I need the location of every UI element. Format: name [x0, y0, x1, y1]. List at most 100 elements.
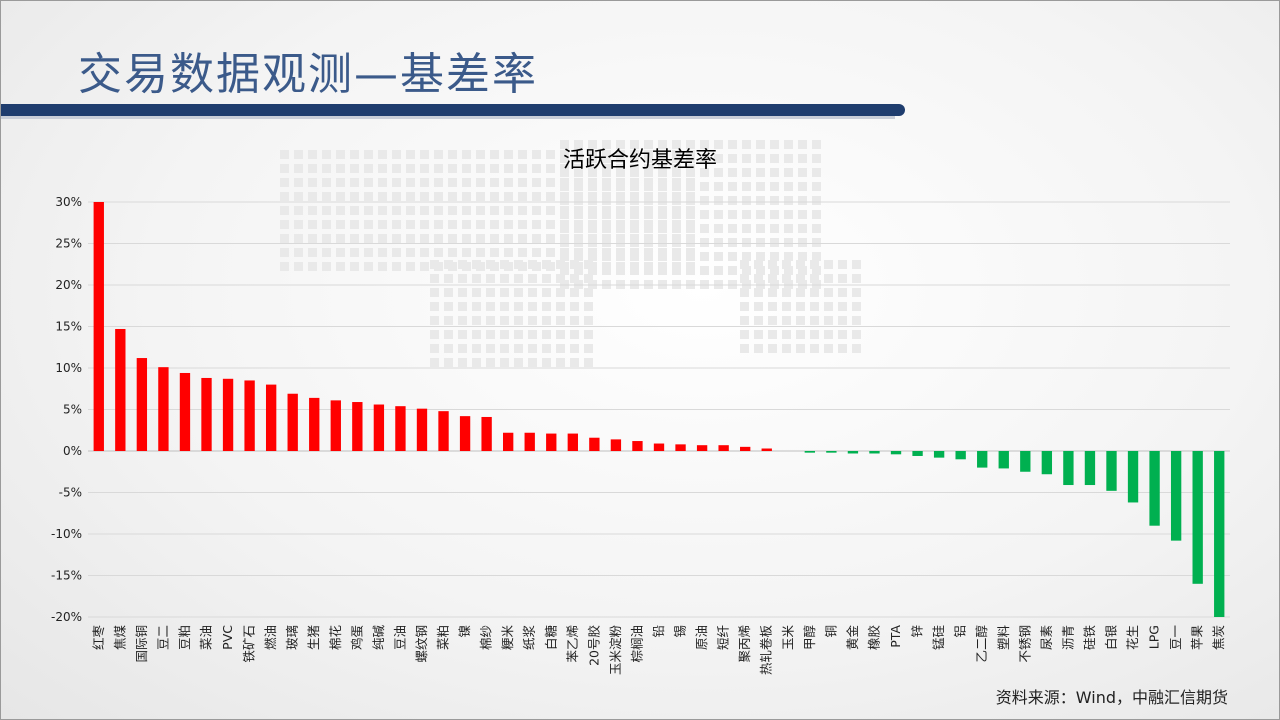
x-tick-label: 生猪: [306, 625, 321, 650]
bar-锌: [912, 451, 923, 456]
x-tick-label: PTA: [888, 625, 903, 648]
x-tick-label: LPG: [1147, 625, 1162, 649]
bar-豆粕: [179, 372, 191, 451]
bar-锡: [675, 444, 686, 451]
x-tick-label: 甲醇: [802, 625, 817, 650]
x-tick-label: 菜油: [199, 625, 214, 650]
x-tick-label: 尿素: [1039, 625, 1054, 650]
bar-棕榈油: [632, 441, 643, 451]
bar-棉纱: [481, 416, 492, 451]
y-tick-label: 15%: [55, 320, 82, 334]
x-tick-label: 20号胶: [586, 625, 601, 666]
bar-镍: [459, 416, 471, 451]
bar-铜: [826, 451, 837, 453]
y-tick-label: -10%: [51, 527, 82, 541]
source-note: 资料来源：Wind，中融汇信期货: [995, 688, 1228, 707]
bar-纯碱: [373, 404, 385, 451]
y-tick-label: 30%: [55, 195, 82, 209]
bar-PVC: [222, 378, 234, 451]
bar-硅铁: [1084, 451, 1096, 486]
bar-花生: [1127, 451, 1139, 503]
y-tick-label: 20%: [55, 278, 82, 292]
bar-玻璃: [287, 393, 298, 451]
x-tick-label: 镍: [457, 625, 472, 638]
x-tick-label: 棕榈油: [629, 625, 644, 663]
x-tick-label: 玉米: [780, 625, 795, 651]
bar-橡胶: [869, 451, 880, 454]
bar-铝: [955, 451, 966, 460]
bar-沥青: [1063, 451, 1074, 486]
bar-苹果: [1192, 451, 1203, 584]
x-tick-label: 不锈钢: [1017, 625, 1032, 663]
x-tick-label: 锌: [910, 625, 925, 638]
x-tick-label: 粳米: [500, 625, 515, 651]
x-tick-label: 锡: [673, 625, 688, 638]
bar-原油: [696, 445, 708, 451]
x-tick-label: 锰硅: [931, 625, 946, 650]
x-tick-label: 沥青: [1060, 625, 1075, 650]
bar-红枣: [93, 202, 104, 451]
bar-焦炭: [1214, 451, 1225, 617]
x-tick-label: 铜: [823, 625, 838, 638]
bar-白银: [1106, 451, 1117, 491]
x-tick-label: 豆一: [1168, 625, 1183, 650]
x-tick-label: 豆二: [155, 625, 170, 650]
bar-PTA: [890, 451, 902, 455]
x-tick-label: 苹果: [1190, 625, 1205, 651]
x-tick-label: PVC: [220, 625, 235, 650]
bar-国际铜: [136, 358, 148, 451]
x-axis-labels: 红枣 焦煤 国际铜 豆二 豆粕 菜油 PVC 铁矿石 燃油 玻璃 生猪 棉花 鸡蛋 纯碱 豆油 螺纹钢 菜粕镍棉…: [91, 625, 1226, 676]
bar-焦煤: [115, 328, 126, 451]
bar-甲醇: [804, 451, 816, 453]
x-tick-label: 白糖: [543, 625, 558, 651]
bar-乙二醇: [977, 451, 988, 468]
bar-尿素: [1041, 451, 1053, 475]
y-tick-label: 25%: [55, 237, 82, 251]
x-tick-label: 聚丙烯: [737, 625, 752, 663]
x-tick-label: 棉花: [328, 625, 343, 650]
x-tick-label: 玻璃: [285, 625, 300, 650]
x-tick-label: 铅: [651, 625, 666, 638]
x-tick-label: 菜粕: [436, 625, 451, 650]
x-tick-label: 焦煤: [112, 625, 127, 651]
x-tick-label: 焦炭: [1211, 625, 1226, 650]
title-underline-bar: [0, 104, 905, 116]
bar-豆油: [395, 406, 406, 451]
x-tick-label: 棉纱: [479, 625, 494, 650]
x-tick-label: 豆粕: [177, 625, 192, 650]
y-tick-label: 5%: [63, 403, 82, 417]
bar-热轧卷板: [761, 448, 772, 451]
x-tick-label: 红枣: [91, 625, 106, 651]
bar-豆二: [158, 367, 169, 451]
x-tick-label: 国际铜: [134, 625, 149, 663]
x-tick-label: 纯碱: [371, 625, 386, 651]
bar-黄金: [847, 451, 859, 454]
bar-苯乙烯: [567, 433, 578, 451]
bar-粳米: [502, 432, 514, 451]
x-tick-label: 黄金: [845, 625, 860, 651]
bar-菜油: [201, 377, 212, 451]
chart-title: 活跃合约基差率: [562, 148, 717, 173]
y-tick-label: -15%: [51, 569, 82, 583]
bar-纸浆: [524, 432, 535, 451]
bar-玉米淀粉: [610, 439, 622, 451]
bar-铁矿石: [244, 380, 255, 451]
x-tick-label: 硅铁: [1082, 625, 1097, 651]
chart-bars: [93, 202, 1225, 617]
x-tick-label: 螺纹钢: [414, 625, 429, 663]
y-axis-ticks: 30% 25% 20% 15% 10% 5% 0% -5% -10% -15% -20%: [51, 195, 82, 624]
x-tick-label: 铁矿石: [242, 625, 257, 663]
y-tick-label: 10%: [55, 361, 82, 375]
slide-title: 交易数据观测—基差率: [78, 49, 538, 100]
x-tick-label: 花生: [1125, 625, 1140, 650]
x-tick-label: 橡胶: [866, 625, 881, 650]
x-tick-label: 塑料: [996, 625, 1011, 651]
y-tick-label: -5%: [59, 486, 82, 500]
x-tick-label: 短纤: [716, 625, 731, 651]
x-tick-label: 纸浆: [522, 625, 537, 651]
bar-螺纹钢: [416, 408, 428, 451]
x-tick-label: 乙二醇: [974, 625, 989, 663]
x-tick-label: 苯乙烯: [565, 625, 580, 663]
